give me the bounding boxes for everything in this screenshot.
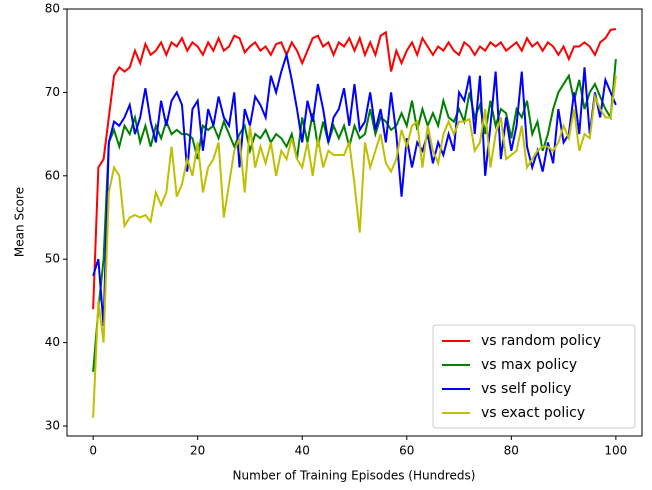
y-tick-label: 80 xyxy=(45,2,60,16)
legend-label: vs random policy xyxy=(481,333,601,349)
legend-label: vs max policy xyxy=(481,357,577,373)
y-tick-label: 30 xyxy=(45,418,60,432)
x-tick-label: 80 xyxy=(504,444,519,458)
x-axis-label: Number of Training Episodes (Hundreds) xyxy=(233,469,476,483)
y-tick-label: 70 xyxy=(45,85,60,99)
legend-box xyxy=(432,324,636,429)
series-line xyxy=(92,50,617,326)
x-tick-label: 0 xyxy=(89,444,97,458)
y-axis-label: Mean Score xyxy=(13,187,27,257)
x-tick-label: 100 xyxy=(604,444,627,458)
x-tick-label: 60 xyxy=(399,444,414,458)
x-tick-label: 40 xyxy=(295,444,310,458)
series-line xyxy=(92,28,617,310)
x-tick-label: 20 xyxy=(190,444,205,458)
legend-label: vs self policy xyxy=(481,381,571,397)
plot-frame xyxy=(66,8,643,437)
legend-label: vs exact policy xyxy=(481,405,585,421)
y-tick-label: 40 xyxy=(45,335,60,349)
y-tick-label: 50 xyxy=(45,252,60,266)
series-line xyxy=(92,75,617,418)
y-tick-label: 60 xyxy=(45,168,60,182)
series-line xyxy=(92,58,617,372)
